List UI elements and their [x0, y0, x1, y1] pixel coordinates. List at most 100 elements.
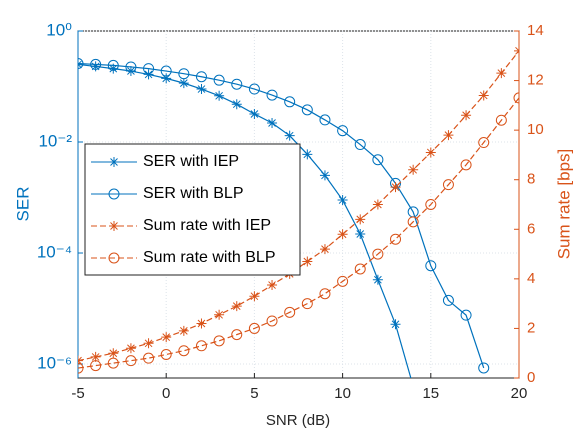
marker: [267, 118, 278, 129]
series-line: [78, 62, 485, 369]
marker: [249, 108, 260, 119]
marker: [267, 280, 278, 291]
marker: [319, 114, 331, 126]
legend-label: SER with BLP: [143, 185, 243, 202]
marker: [178, 68, 190, 80]
marker: [178, 325, 189, 336]
marker: [407, 216, 419, 228]
marker: [78, 362, 84, 374]
y2-axis-label: Sum rate [bps]: [554, 149, 573, 260]
marker: [495, 114, 507, 126]
legend-label: Sum rate with IEP: [143, 217, 271, 234]
marker: [196, 84, 207, 95]
marker: [107, 357, 119, 369]
marker: [355, 229, 366, 240]
marker: [496, 68, 507, 79]
marker: [337, 195, 348, 206]
marker: [354, 263, 366, 275]
marker: [160, 65, 172, 77]
y-tick-label: 10⁻⁶: [37, 354, 72, 373]
marker: [90, 61, 101, 72]
marker: [160, 348, 172, 360]
marker: [143, 63, 155, 75]
marker: [108, 348, 119, 359]
marker: [231, 329, 243, 341]
x-tick-label: 15: [422, 385, 439, 402]
y2-tick-label: 6: [527, 220, 535, 237]
marker: [337, 125, 349, 137]
y2-tick-label: 10: [527, 121, 544, 138]
marker: [390, 182, 401, 193]
y-tick-label: 10⁻⁴: [37, 243, 72, 262]
x-tick-label: -5: [71, 385, 84, 402]
marker: [248, 322, 260, 334]
marker: [301, 104, 313, 116]
marker: [425, 147, 436, 158]
y-tick-label: 10⁰: [46, 20, 72, 39]
marker: [90, 58, 102, 70]
legend-marker: [109, 157, 119, 167]
marker: [214, 309, 225, 320]
marker: [284, 96, 296, 108]
y2-tick-label: 4: [527, 270, 535, 287]
marker: [478, 362, 490, 374]
marker: [125, 61, 137, 73]
legend-label: Sum rate with BLP: [143, 249, 276, 266]
marker: [408, 381, 418, 391]
marker: [514, 45, 519, 56]
plot-clip: [78, 45, 519, 391]
marker: [213, 74, 225, 86]
marker: [125, 343, 136, 354]
y2-tick-label: 8: [527, 171, 535, 188]
legend-marker: [108, 188, 120, 200]
x-tick-label: 5: [250, 385, 258, 402]
marker: [213, 335, 225, 347]
marker: [319, 244, 330, 255]
y2-tick-label: 12: [527, 72, 544, 89]
marker: [513, 92, 519, 104]
marker: [161, 73, 172, 84]
x-tick-label: 0: [162, 385, 170, 402]
marker: [301, 298, 313, 310]
marker: [337, 229, 348, 240]
marker: [161, 332, 172, 343]
marker: [90, 351, 101, 362]
series-line: [78, 97, 519, 369]
marker: [354, 139, 366, 151]
marker: [214, 90, 225, 101]
x-tick-label: 10: [334, 385, 351, 402]
marker: [461, 110, 472, 121]
marker: [143, 338, 154, 349]
marker: [442, 179, 454, 191]
marker: [143, 352, 155, 364]
marker: [78, 59, 83, 70]
marker: [178, 345, 190, 357]
marker: [248, 83, 260, 95]
marker: [319, 170, 330, 181]
marker: [231, 301, 242, 312]
legend-label: SER with IEP: [143, 153, 239, 170]
legend: [84, 143, 301, 276]
marker: [443, 130, 454, 141]
marker: [125, 355, 137, 367]
x-axis-label: SNR (dB): [266, 412, 330, 429]
marker: [231, 78, 243, 90]
marker: [249, 291, 260, 302]
marker: [372, 274, 383, 285]
y2-tick-label: 2: [527, 319, 535, 336]
marker: [178, 78, 189, 89]
marker: [266, 315, 278, 327]
marker: [195, 340, 207, 352]
marker: [284, 306, 296, 318]
marker: [460, 159, 472, 171]
marker: [125, 66, 136, 77]
marker: [108, 63, 119, 74]
marker: [478, 90, 489, 101]
marker: [302, 149, 313, 160]
marker: [372, 199, 383, 210]
marker: [442, 294, 454, 306]
marker: [372, 248, 384, 260]
marker: [408, 164, 419, 175]
y2-tick-label: 14: [527, 22, 544, 39]
